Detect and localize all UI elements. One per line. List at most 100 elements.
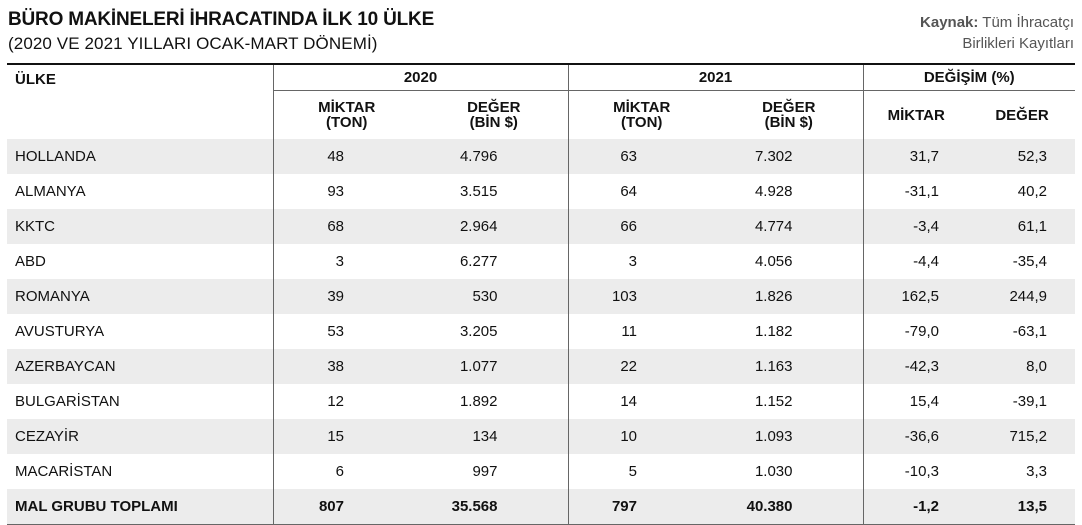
table-row: ABD 3 6.277 3 4.056 -4,4 -35,4 bbox=[7, 244, 1075, 279]
cell-change-qty: 162,5 bbox=[862, 279, 969, 314]
table-row: CEZAYİR 15 134 10 1.093 -36,6 715,2 bbox=[7, 419, 1075, 454]
header-qty-2020-line2: (TON) bbox=[326, 114, 368, 131]
cell-change-qty: -3,4 bbox=[862, 209, 969, 244]
header-year-2021: 2021 bbox=[567, 64, 863, 91]
cell-country: AZERBAYCAN bbox=[15, 358, 116, 375]
cell-change-qty: -31,1 bbox=[862, 174, 969, 209]
cell-qty-2021: 22 bbox=[567, 349, 715, 384]
cell-qty-2020: 93 bbox=[272, 174, 420, 209]
table-row: ALMANYA 93 3.515 64 4.928 -31,1 40,2 bbox=[7, 174, 1075, 209]
source-line1: Tüm İhracatçı bbox=[982, 14, 1074, 31]
header-year-2020: 2020 bbox=[272, 64, 568, 91]
cell-val-2021: 4.056 bbox=[754, 253, 793, 270]
cell-change-qty: -36,6 bbox=[862, 419, 969, 454]
cell-qty-2020: 15 bbox=[272, 419, 420, 454]
cell-qty-2021: 103 bbox=[567, 279, 715, 314]
cell-val-2021: 7.302 bbox=[754, 148, 793, 165]
cell-qty-2021: 64 bbox=[567, 174, 715, 209]
cell-country: KKTC bbox=[15, 218, 56, 235]
header-country: ÜLKE bbox=[15, 71, 56, 88]
cell-change-qty: -79,0 bbox=[862, 314, 969, 349]
cell-val-2021: 1.093 bbox=[754, 428, 793, 445]
table-row: MACARİSTAN 6 997 5 1.030 -10,3 3,3 bbox=[7, 454, 1075, 489]
header-val-2020-line2: (BİN $) bbox=[469, 114, 518, 131]
cell-val-2020: 530 bbox=[472, 288, 498, 305]
cell-val-2021: 1.030 bbox=[754, 463, 793, 480]
cell-change-qty: 15,4 bbox=[862, 384, 969, 419]
cell-change-val: -35,4 bbox=[1012, 253, 1047, 270]
cell-country: ABD bbox=[15, 253, 46, 270]
total-row: MAL GRUBU TOPLAMI 807 35.568 797 40.380 … bbox=[7, 489, 1075, 524]
cell-val-2020: 134 bbox=[472, 428, 498, 445]
header-qty-2021-line1: MİKTAR bbox=[613, 99, 671, 116]
cell-qty-2021: 11 bbox=[567, 314, 715, 349]
cell-change-val: -63,1 bbox=[1012, 323, 1047, 340]
cell-val-2020: 3.515 bbox=[459, 183, 498, 200]
table-row: AVUSTURYA 53 3.205 11 1.182 -79,0 -63,1 bbox=[7, 314, 1075, 349]
cell-qty-2021: 10 bbox=[567, 419, 715, 454]
cell-qty-2021: 5 bbox=[567, 454, 715, 489]
cell-change-qty: -1,2 bbox=[862, 489, 969, 524]
cell-val-2020: 2.964 bbox=[459, 218, 498, 235]
table-row: BULGARİSTAN 12 1.892 14 1.152 15,4 -39,1 bbox=[7, 384, 1075, 419]
cell-qty-2021: 63 bbox=[567, 139, 715, 174]
header-val-2021: DEĞER (BİN $) bbox=[715, 91, 863, 140]
header-val-2021-line1: DEĞER bbox=[762, 99, 816, 116]
header-val-2021-line2: (BİN $) bbox=[764, 114, 813, 131]
cell-qty-2021: 3 bbox=[567, 244, 715, 279]
cell-change-qty: -4,4 bbox=[862, 244, 969, 279]
header-change-val: DEĞER bbox=[995, 106, 1049, 124]
cell-val-2021: 1.152 bbox=[754, 393, 793, 410]
cell-change-val: -39,1 bbox=[1012, 393, 1047, 410]
header-change-qty: MİKTAR bbox=[862, 90, 969, 139]
cell-country: CEZAYİR bbox=[15, 428, 79, 445]
cell-qty-2020: 68 bbox=[272, 209, 420, 244]
cell-change-val: 8,0 bbox=[1026, 358, 1047, 375]
cell-val-2020: 1.077 bbox=[459, 358, 498, 375]
cell-val-2021: 1.163 bbox=[754, 358, 793, 375]
cell-qty-2020: 38 bbox=[272, 349, 420, 384]
cell-qty-2020: 39 bbox=[272, 279, 420, 314]
header-qty-2020-line1: MİKTAR bbox=[318, 99, 376, 116]
cell-val-2021: 40.380 bbox=[746, 497, 793, 515]
header-val-2020-line1: DEĞER bbox=[467, 99, 521, 116]
cell-qty-2021: 14 bbox=[567, 384, 715, 419]
header-qty-2021: MİKTAR (TON) bbox=[567, 90, 715, 139]
cell-change-val: 52,3 bbox=[1017, 148, 1047, 165]
cell-val-2020: 3.205 bbox=[459, 323, 498, 340]
cell-qty-2020: 53 bbox=[272, 314, 420, 349]
cell-change-val: 244,9 bbox=[1009, 288, 1047, 305]
header-qty-2020: MİKTAR (TON) bbox=[272, 90, 420, 139]
cell-country: BULGARİSTAN bbox=[15, 393, 120, 410]
cell-country: MACARİSTAN bbox=[15, 463, 113, 480]
source-label: Kaynak: bbox=[920, 14, 979, 31]
header-qty-2021-line2: (TON) bbox=[621, 114, 663, 131]
cell-qty-2020: 6 bbox=[272, 454, 420, 489]
cell-country: HOLLANDA bbox=[15, 148, 96, 165]
cell-change-qty: -10,3 bbox=[862, 454, 969, 489]
cell-val-2020: 4.796 bbox=[459, 148, 498, 165]
cell-val-2021: 4.928 bbox=[754, 183, 793, 200]
cell-qty-2020: 48 bbox=[272, 139, 420, 174]
cell-val-2021: 4.774 bbox=[754, 218, 793, 235]
table-title: BÜRO MAKİNELERİ İHRACATINDA İLK 10 ÜLKE bbox=[8, 9, 435, 30]
cell-qty-2021: 797 bbox=[567, 489, 715, 524]
source-line2: Birlikleri Kayıtları bbox=[962, 35, 1074, 52]
cell-qty-2021: 66 bbox=[567, 209, 715, 244]
export-table: ÜLKE 2020 2021 DEĞİŞİM (%) MİKTAR (TON) D… bbox=[7, 63, 1075, 525]
cell-change-qty: 31,7 bbox=[862, 139, 969, 174]
cell-val-2021: 1.826 bbox=[754, 288, 793, 305]
table-row: AZERBAYCAN 38 1.077 22 1.163 -42,3 8,0 bbox=[7, 349, 1075, 384]
header-val-2020: DEĞER (BİN $) bbox=[420, 91, 568, 140]
table-row: ROMANYA 39 530 103 1.826 162,5 244,9 bbox=[7, 279, 1075, 314]
cell-val-2020: 997 bbox=[472, 463, 498, 480]
cell-val-2021: 1.182 bbox=[754, 323, 793, 340]
cell-qty-2020: 3 bbox=[272, 244, 420, 279]
cell-country: AVUSTURYA bbox=[15, 323, 105, 340]
cell-change-val: 13,5 bbox=[1017, 497, 1047, 515]
cell-change-val: 40,2 bbox=[1017, 183, 1047, 200]
cell-change-val: 3,3 bbox=[1026, 463, 1047, 480]
header-change: DEĞİŞİM (%) bbox=[862, 64, 1075, 91]
table-subtitle: (2020 VE 2021 YILLARI OCAK-MART DÖNEMİ) bbox=[8, 34, 378, 53]
cell-qty-2020: 807 bbox=[272, 489, 420, 524]
